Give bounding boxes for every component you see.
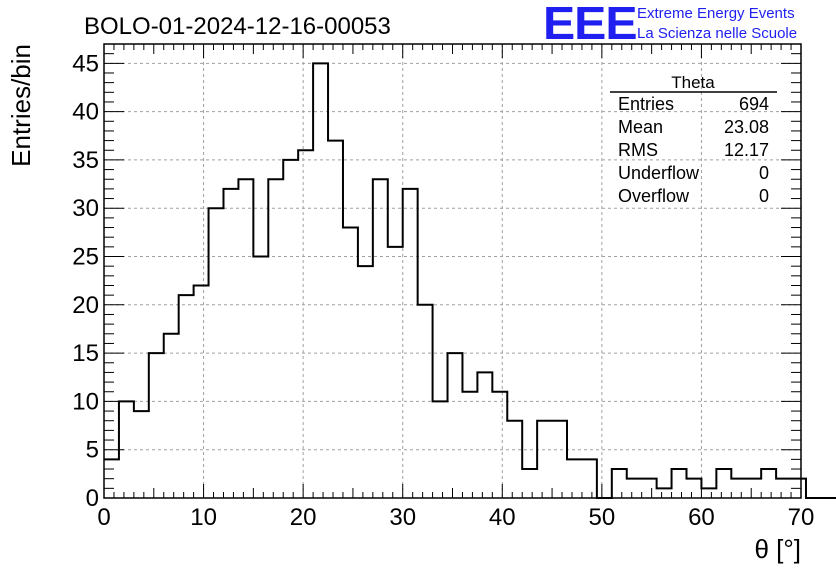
chart-title: BOLO-01-2024-12-16-00053 — [84, 13, 391, 40]
stats-row-label: RMS — [618, 140, 658, 160]
x-tick-label: 30 — [389, 504, 416, 531]
x-tick-label: 70 — [788, 504, 815, 531]
stats-box: Theta Entries 694 Mean 23.08 RMS 12.17 Underfl… — [610, 73, 777, 206]
y-tick-label: 40 — [72, 99, 99, 126]
eee-logo-mark: EEE — [543, 0, 638, 49]
y-tick-labels: 0 5 10 15 20 25 30 35 40 45 — [72, 50, 99, 512]
stats-row-label: Mean — [618, 117, 663, 137]
y-tick-label: 5 — [86, 437, 99, 464]
stats-rows: Entries 694 Mean 23.08 RMS 12.17 Underflow 0 Ove… — [618, 94, 769, 206]
y-tick-label: 35 — [72, 147, 99, 174]
x-tick-label: 20 — [290, 504, 317, 531]
y-tick-label: 25 — [72, 244, 99, 271]
x-tick-label: 10 — [190, 504, 217, 531]
x-tick-label: 40 — [489, 504, 516, 531]
histogram-series — [104, 62, 836, 499]
stats-row-label: Underflow — [618, 163, 700, 183]
x-tick-label: 60 — [688, 504, 715, 531]
stats-row-value: 12.17 — [724, 140, 769, 160]
stats-row-label: Entries — [618, 94, 674, 114]
logo-line-2: La Scienza nelle Scuole — [637, 25, 798, 42]
y-tick-label: 15 — [72, 340, 99, 367]
y-tick-label: 45 — [72, 50, 99, 77]
stats-row-value: 694 — [739, 94, 769, 114]
y-tick-label: 20 — [72, 292, 99, 319]
axis-ticks — [103, 43, 802, 499]
stats-row-value: 0 — [759, 186, 769, 206]
logo-line-1: Extreme Energy Events — [637, 5, 795, 22]
stats-row-value: 0 — [759, 163, 769, 183]
y-axis-label: Entries/bin — [6, 44, 36, 167]
stats-title: Theta — [671, 73, 715, 92]
x-tick-label: 50 — [589, 504, 616, 531]
y-tick-label: 10 — [72, 388, 99, 415]
stats-row-value: 23.08 — [724, 117, 769, 137]
x-axis-label: θ [°] — [754, 534, 801, 564]
y-tick-label: 30 — [72, 195, 99, 222]
x-tick-labels: 0 10 20 30 40 50 60 70 — [97, 504, 814, 531]
x-tick-label: 0 — [97, 504, 110, 531]
stats-row-label: Overflow — [618, 186, 690, 206]
y-tick-label: 0 — [86, 485, 99, 512]
